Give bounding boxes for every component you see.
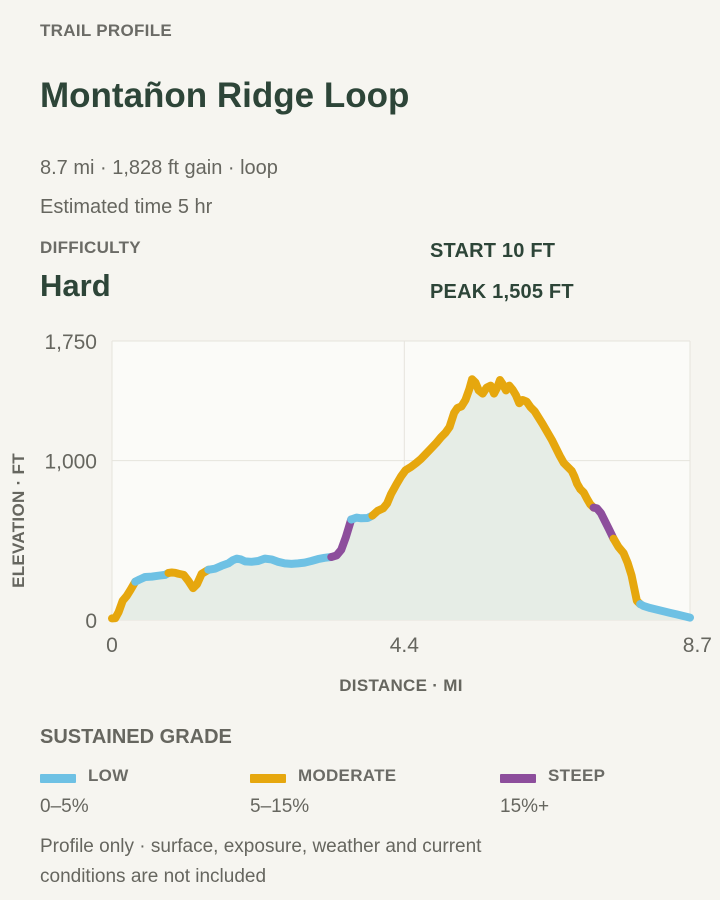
grade-segment-low xyxy=(204,553,336,574)
legend-range: 5–15% xyxy=(250,796,310,817)
estimated-time: Estimated time 5 hr xyxy=(40,196,213,218)
grade-segment-moderate xyxy=(108,577,140,623)
legend-title: SUSTAINED GRADE xyxy=(40,726,232,748)
y-tick-label: 1,000 xyxy=(44,451,97,474)
legend-swatch xyxy=(250,774,286,783)
legend-range: 15%+ xyxy=(500,796,550,817)
grade-segment-steep xyxy=(589,503,618,543)
elevation-chart: 0 1,000 1,750 0 4.4 8.7 DISTANCE · MI ELEVATION… xyxy=(9,331,712,695)
x-tick-label: 8.7 xyxy=(683,634,712,657)
section-eyebrow: TRAIL PROFILE xyxy=(40,21,173,40)
grade-segment-low xyxy=(636,600,694,622)
grade-segment-moderate xyxy=(609,534,645,609)
legend-name: MODERATE xyxy=(298,766,397,785)
legend-name: LOW xyxy=(88,766,129,785)
x-tick-label: 4.4 xyxy=(390,634,420,657)
y-tick-label: 0 xyxy=(85,610,97,633)
difficulty-value: Hard xyxy=(40,268,111,303)
legend-swatch xyxy=(40,774,76,783)
legend-name: STEEP xyxy=(548,766,606,785)
grade-segment-moderate xyxy=(164,565,213,593)
elevation-area xyxy=(112,379,690,620)
grade-segment-steep xyxy=(327,515,356,562)
trail-title: Montañon Ridge Loop xyxy=(40,76,410,115)
trail-summary: 8.7 mi · 1,828 ft gain · loop xyxy=(40,157,278,179)
start-elevation: START 10 FT xyxy=(430,240,556,262)
legend-range: 0–5% xyxy=(40,796,89,817)
x-axis-title: DISTANCE · MI xyxy=(339,676,463,695)
y-tick-label: 1,750 xyxy=(44,331,97,354)
difficulty-label: DIFFICULTY xyxy=(40,238,141,257)
y-axis-title: ELEVATION · FT xyxy=(9,453,28,588)
legend-swatch xyxy=(500,774,536,783)
grade-segment-moderate xyxy=(368,375,598,520)
footnote: Profile only · surface, exposure, weathe… xyxy=(40,836,482,887)
peak-elevation: PEAK 1,505 FT xyxy=(430,281,574,303)
x-tick-label: 0 xyxy=(106,634,118,657)
